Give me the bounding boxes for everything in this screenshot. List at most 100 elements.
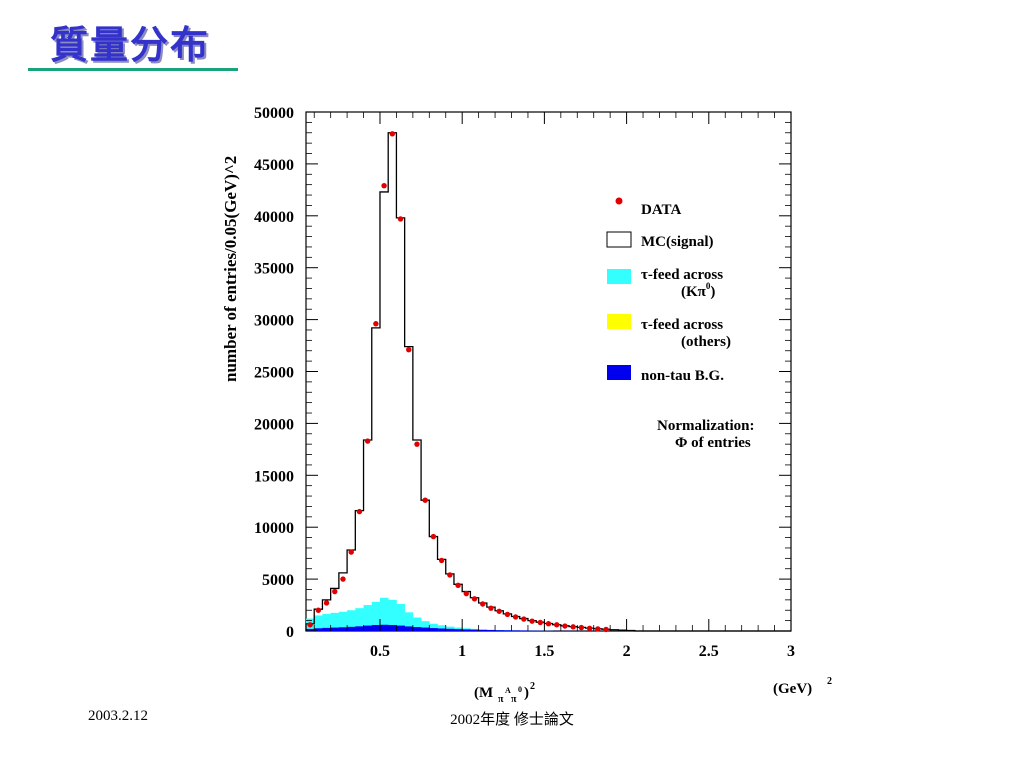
non-tau-bar <box>462 629 471 631</box>
non-tau-bar <box>306 628 315 631</box>
data-point <box>340 576 346 582</box>
data-point <box>521 616 527 622</box>
slide-title: 質量分布 <box>50 23 211 67</box>
data-point <box>570 624 576 630</box>
data-point <box>397 216 404 222</box>
data-point <box>471 596 478 602</box>
y-tick-label: 0 <box>286 624 294 641</box>
non-tau-bar <box>437 628 447 631</box>
tau-feed-k-bar <box>437 625 447 631</box>
legend: DATA MC(signal) τ-feed across (Kπ0) τ-fe… <box>606 197 754 451</box>
non-tau-bar <box>412 627 422 631</box>
non-tau-bar <box>396 625 405 631</box>
non-tau-bar <box>388 624 397 631</box>
non-tau-bar <box>404 626 414 631</box>
y-tick-label: 5000 <box>262 572 294 589</box>
legend-tauo-swatch <box>607 314 631 329</box>
data-point <box>422 497 428 503</box>
legend-data-marker <box>615 197 623 205</box>
data-point <box>348 549 354 555</box>
non-tau-bar <box>486 630 496 631</box>
data-point <box>480 601 486 607</box>
data-point <box>529 618 535 624</box>
tau-feed-k-bar <box>322 613 331 631</box>
x-tick-label: 1 <box>458 643 466 660</box>
non-tau-bar <box>453 629 463 631</box>
legend-tauk-label2: (Kπ0) <box>681 281 715 300</box>
legend-tauk-swatch <box>607 269 631 284</box>
non-tau-bar <box>495 630 504 631</box>
non-tau-bar <box>519 630 529 631</box>
x-tick-labels: 0.5 1 1.5 2 2.5 3 <box>370 643 795 660</box>
data-point <box>307 622 313 628</box>
data-point <box>414 441 420 447</box>
legend-data-label: DATA <box>641 202 681 218</box>
data-point <box>537 619 543 626</box>
x-tick-label: 2.5 <box>699 643 719 660</box>
data-point <box>554 622 560 628</box>
non-tau-bar <box>429 628 438 631</box>
tau-feed-k-bar <box>330 612 340 631</box>
data-point <box>562 623 568 629</box>
data-point <box>512 614 519 620</box>
x-axis-label: (M π A π 0 ) 2 <box>474 681 535 705</box>
footer-center: 2002年度 修士論文 <box>0 708 1024 729</box>
svg-text:0: 0 <box>518 685 522 694</box>
data-point <box>496 608 502 614</box>
data-point <box>504 611 511 618</box>
data-point <box>578 624 585 631</box>
non-tau-bar <box>363 625 373 631</box>
non-tau-bar <box>371 624 381 631</box>
non-tau-bar <box>338 627 348 631</box>
data-point <box>373 321 379 327</box>
annotation-line1: Normalization: <box>657 418 754 434</box>
data-point <box>430 533 437 540</box>
tau-feed-k-bar <box>396 604 405 631</box>
tau-feed-k-bar <box>363 605 373 631</box>
svg-text:π: π <box>498 694 504 705</box>
y-tick-label: 15000 <box>254 468 294 485</box>
data-point <box>447 572 453 578</box>
data-point <box>438 557 445 564</box>
data-point <box>488 605 494 611</box>
data-point <box>406 347 412 353</box>
non-tau-bar <box>330 627 340 631</box>
y-tick-label: 35000 <box>254 261 294 278</box>
legend-tauo-label2: (others) <box>681 334 731 350</box>
data-point <box>545 621 552 627</box>
tau-feed-k-bar <box>412 617 422 631</box>
y-tick-labels: 0 5000 10000 15000 20000 25000 30000 35000 40000… <box>254 105 294 641</box>
data-point <box>595 626 601 632</box>
y-axis-label: number of entries/0.05(GeV)^2 <box>221 156 240 382</box>
data-point <box>463 590 469 597</box>
svg-text:(M: (M <box>474 685 493 701</box>
y-tick-label: 30000 <box>254 313 294 330</box>
axis-ticks <box>306 111 792 632</box>
non-tau-bar <box>421 627 430 631</box>
y-tick-label: 40000 <box>254 209 294 226</box>
x-tick-label: 3 <box>787 643 795 660</box>
data-point <box>315 607 322 613</box>
svg-text:): ) <box>524 685 529 701</box>
svg-text:(GeV): (GeV) <box>773 681 812 697</box>
non-tau-bar <box>379 624 389 631</box>
tau-feed-k-bar <box>388 599 397 631</box>
footer-date: 2003.2.12 <box>88 708 148 724</box>
tau-feed-k-bar <box>347 610 356 631</box>
data-point <box>455 582 461 589</box>
non-tau-bar <box>355 626 364 631</box>
tau-feed-k-bar <box>429 623 438 631</box>
title-underline <box>28 68 238 71</box>
tau-feed-k-bar <box>371 601 381 631</box>
svg-text:π: π <box>511 694 517 705</box>
x-tick-label: 0.5 <box>370 643 390 660</box>
legend-mc-swatch <box>606 231 632 248</box>
data-point <box>332 588 338 595</box>
y-tick-label: 10000 <box>254 520 294 537</box>
data-point <box>603 626 609 633</box>
non-tau-bar <box>445 628 455 631</box>
data-point <box>389 131 396 137</box>
data-point <box>364 438 371 444</box>
legend-tauo-label: τ-feed across <box>641 317 723 333</box>
tau-feed-k-bar <box>355 608 364 631</box>
